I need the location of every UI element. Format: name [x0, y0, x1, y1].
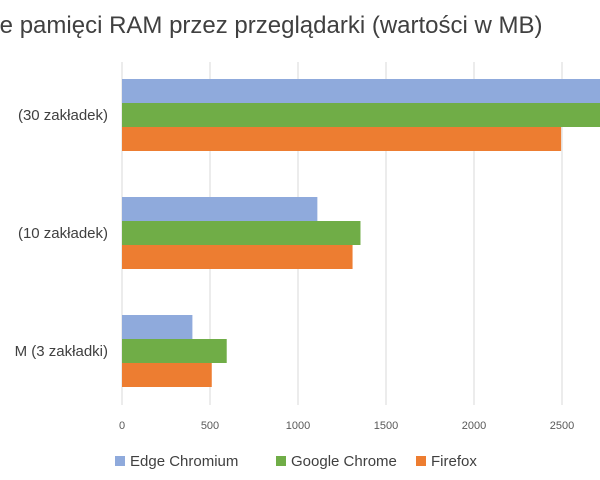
legend-label-2: Firefox	[431, 453, 477, 470]
category-label: (10 zakładek)	[18, 225, 108, 242]
legend-swatch-0	[115, 456, 125, 466]
x-tick-label-1000: 1000	[286, 420, 310, 432]
bar-edge-chromium-0	[122, 79, 600, 103]
bar-firefox-0	[122, 127, 562, 151]
bar-google-chrome-1	[122, 221, 361, 245]
legend-label-1: Google Chrome	[291, 453, 397, 470]
bars	[122, 79, 600, 387]
x-tick-label-0: 0	[119, 420, 125, 432]
category-label: M (3 zakładki)	[15, 343, 108, 360]
axes: 0 500 1000 1500 2000 2500 (30 zakładek) (10 zak…	[15, 107, 575, 432]
bar-google-chrome-0	[122, 103, 600, 127]
legend-swatch-1	[276, 456, 286, 466]
bar-firefox-1	[122, 245, 353, 269]
chart-title: użycie pamięci RAM przez przeglądarki (w…	[0, 12, 543, 39]
bar-google-chrome-2	[122, 339, 227, 363]
legend-label-0: Edge Chromium	[130, 453, 238, 470]
x-tick-label-2000: 2000	[462, 420, 486, 432]
x-tick-label-1500: 1500	[374, 420, 398, 432]
x-tick-label-500: 500	[201, 420, 219, 432]
bar-edge-chromium-2	[122, 315, 193, 339]
category-label: (30 zakładek)	[18, 107, 108, 124]
bar-edge-chromium-1	[122, 197, 318, 221]
legend: Edge Chromium Google Chrome Firefox	[115, 453, 477, 470]
bar-firefox-2	[122, 363, 212, 387]
x-tick-label-2500: 2500	[550, 420, 574, 432]
legend-swatch-2	[416, 456, 426, 466]
